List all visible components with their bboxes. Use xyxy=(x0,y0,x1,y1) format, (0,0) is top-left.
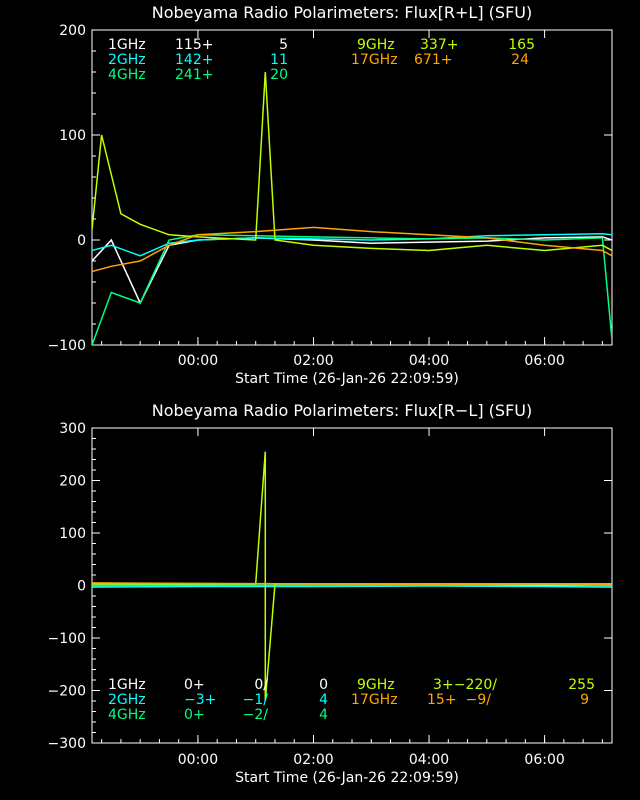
legend-band: 17GHz xyxy=(351,692,398,708)
legend-range: 24 xyxy=(511,52,529,68)
y-tick-label: 0 xyxy=(77,233,86,249)
legend-base: −3+ xyxy=(184,692,216,708)
chart-title: Nobeyama Radio Polarimeters: Flux[R+L] (… xyxy=(152,3,532,22)
legend-extra: 4 xyxy=(319,707,328,723)
x-tick-label: 00:00 xyxy=(178,353,218,369)
y-tick-label: −100 xyxy=(48,631,86,647)
legend-extra: 9 xyxy=(580,692,589,708)
series-line-2ghz xyxy=(92,232,612,257)
legend-range: −2/ xyxy=(243,707,269,723)
legend-band: 9GHz xyxy=(357,37,395,53)
legend-band: 2GHz xyxy=(108,52,146,68)
y-tick-label: −200 xyxy=(48,684,86,700)
legend-base: 3+ xyxy=(433,677,454,693)
series-line-4ghz xyxy=(92,234,612,345)
y-tick-label: 200 xyxy=(59,23,86,39)
y-tick-label: 300 xyxy=(59,421,86,437)
legend-range: 11 xyxy=(270,52,288,68)
x-tick-label: 06:00 xyxy=(524,752,564,768)
legend-range: 165 xyxy=(508,37,535,53)
legend-base: 337+ xyxy=(420,37,458,53)
y-tick-label: 0 xyxy=(77,579,86,595)
plot-frame xyxy=(91,29,613,346)
series-line-9ghz xyxy=(92,451,612,702)
x-tick-label: 00:00 xyxy=(178,752,218,768)
series-group xyxy=(92,451,612,702)
legend-range: −220/ xyxy=(454,677,497,693)
legend-extra: 255 xyxy=(568,677,595,693)
legend-range: 5 xyxy=(279,37,288,53)
legend-range: −9/ xyxy=(466,692,492,708)
x-tick-label: 02:00 xyxy=(293,752,333,768)
legend-band: 1GHz xyxy=(108,677,146,693)
y-tick-label: 100 xyxy=(59,526,86,542)
flux-r-plus-l-panel: Nobeyama Radio Polarimeters: Flux[R+L] (… xyxy=(48,3,613,387)
legend-extra: 0 xyxy=(319,677,328,693)
x-tick-label: 02:00 xyxy=(293,353,333,369)
legend-extra: 4 xyxy=(319,692,328,708)
legend-range: −1/ xyxy=(243,692,269,708)
legend-base: 671+ xyxy=(414,52,452,68)
x-tick-label: 06:00 xyxy=(524,353,564,369)
legend-band: 2GHz xyxy=(108,692,146,708)
series-line-2ghz xyxy=(92,585,612,588)
legend-base: 115+ xyxy=(175,37,213,53)
series-line-9ghz xyxy=(92,71,612,252)
flux-r-minus-l-panel: Nobeyama Radio Polarimeters: Flux[R−L] (… xyxy=(48,401,613,786)
legend-band: 4GHz xyxy=(108,67,146,83)
x-tick-label: 04:00 xyxy=(409,752,449,768)
legend-band: 1GHz xyxy=(108,37,146,53)
series-line-17ghz xyxy=(92,226,612,273)
legend-base: 142+ xyxy=(175,52,213,68)
y-tick-label: 100 xyxy=(59,128,86,144)
x-axis-label: Start Time (26-Jan-26 22:09:59) xyxy=(235,770,459,786)
legend-range: 0/ xyxy=(254,677,268,693)
legend-range: 20 xyxy=(270,67,288,83)
legend-base: 241+ xyxy=(175,67,213,83)
y-tick-label: −300 xyxy=(48,736,86,752)
legend-base: 0+ xyxy=(184,707,205,723)
legend-band: 4GHz xyxy=(108,707,146,723)
series-group xyxy=(92,71,612,345)
legend-base: 15+ xyxy=(427,692,457,708)
legend-band: 9GHz xyxy=(357,677,395,693)
series-line-17ghz xyxy=(92,582,612,586)
x-axis-label: Start Time (26-Jan-26 22:09:59) xyxy=(235,371,459,387)
x-tick-label: 04:00 xyxy=(409,353,449,369)
legend-band: 17GHz xyxy=(351,52,398,68)
legend-base: 0+ xyxy=(184,677,205,693)
chart-title: Nobeyama Radio Polarimeters: Flux[R−L] (… xyxy=(152,401,532,420)
y-tick-label: 200 xyxy=(59,474,86,490)
y-tick-label: −100 xyxy=(48,338,86,354)
